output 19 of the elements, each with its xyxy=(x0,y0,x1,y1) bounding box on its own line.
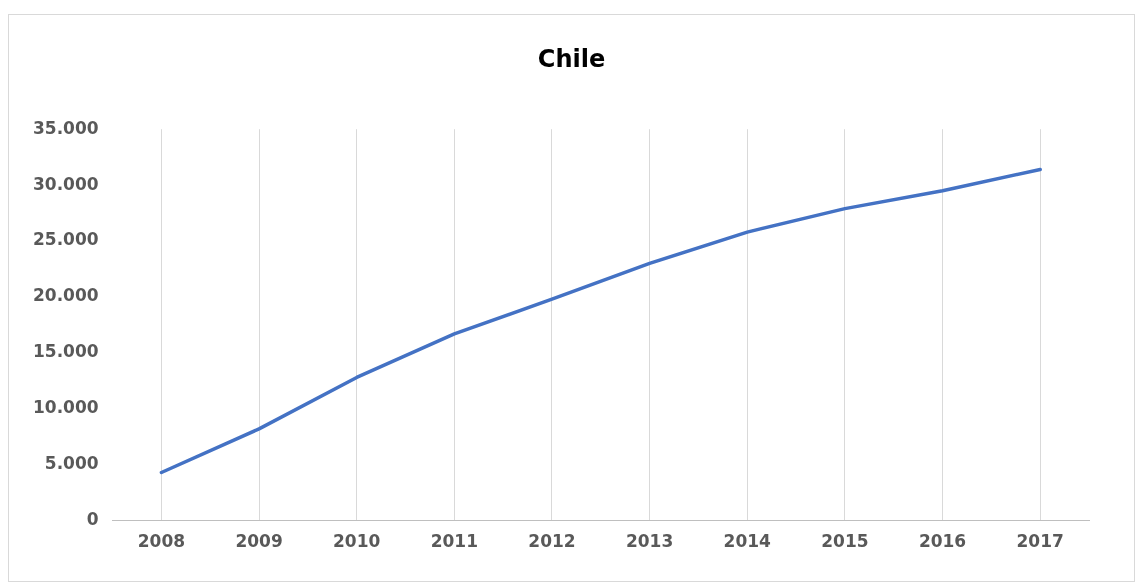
y-tick-label: 15.000 xyxy=(32,341,99,362)
x-tick-label: 2013 xyxy=(625,531,674,552)
y-tick-label: 10.000 xyxy=(32,397,99,418)
x-tick-label: 2016 xyxy=(918,531,967,552)
x-tick-label: 2008 xyxy=(137,531,186,552)
x-tick-label: 2015 xyxy=(821,531,869,552)
x-tick-label: 2012 xyxy=(528,531,576,552)
x-tick-label: 2017 xyxy=(1016,531,1064,552)
y-tick-label: 25.000 xyxy=(32,229,99,250)
chart-title: Chile xyxy=(536,45,607,73)
x-tick-label: 2014 xyxy=(723,531,772,552)
y-tick-label: 30.000 xyxy=(32,173,99,194)
x-tick-label: 2010 xyxy=(333,531,381,552)
y-tick-label: 0 xyxy=(86,509,99,530)
y-tick-label: 35.000 xyxy=(32,117,99,138)
x-tick-label: 2009 xyxy=(235,531,283,552)
x-tick-label: 2011 xyxy=(430,531,478,552)
y-tick-label: 5.000 xyxy=(44,453,99,474)
y-tick-label: 20.000 xyxy=(32,285,99,306)
